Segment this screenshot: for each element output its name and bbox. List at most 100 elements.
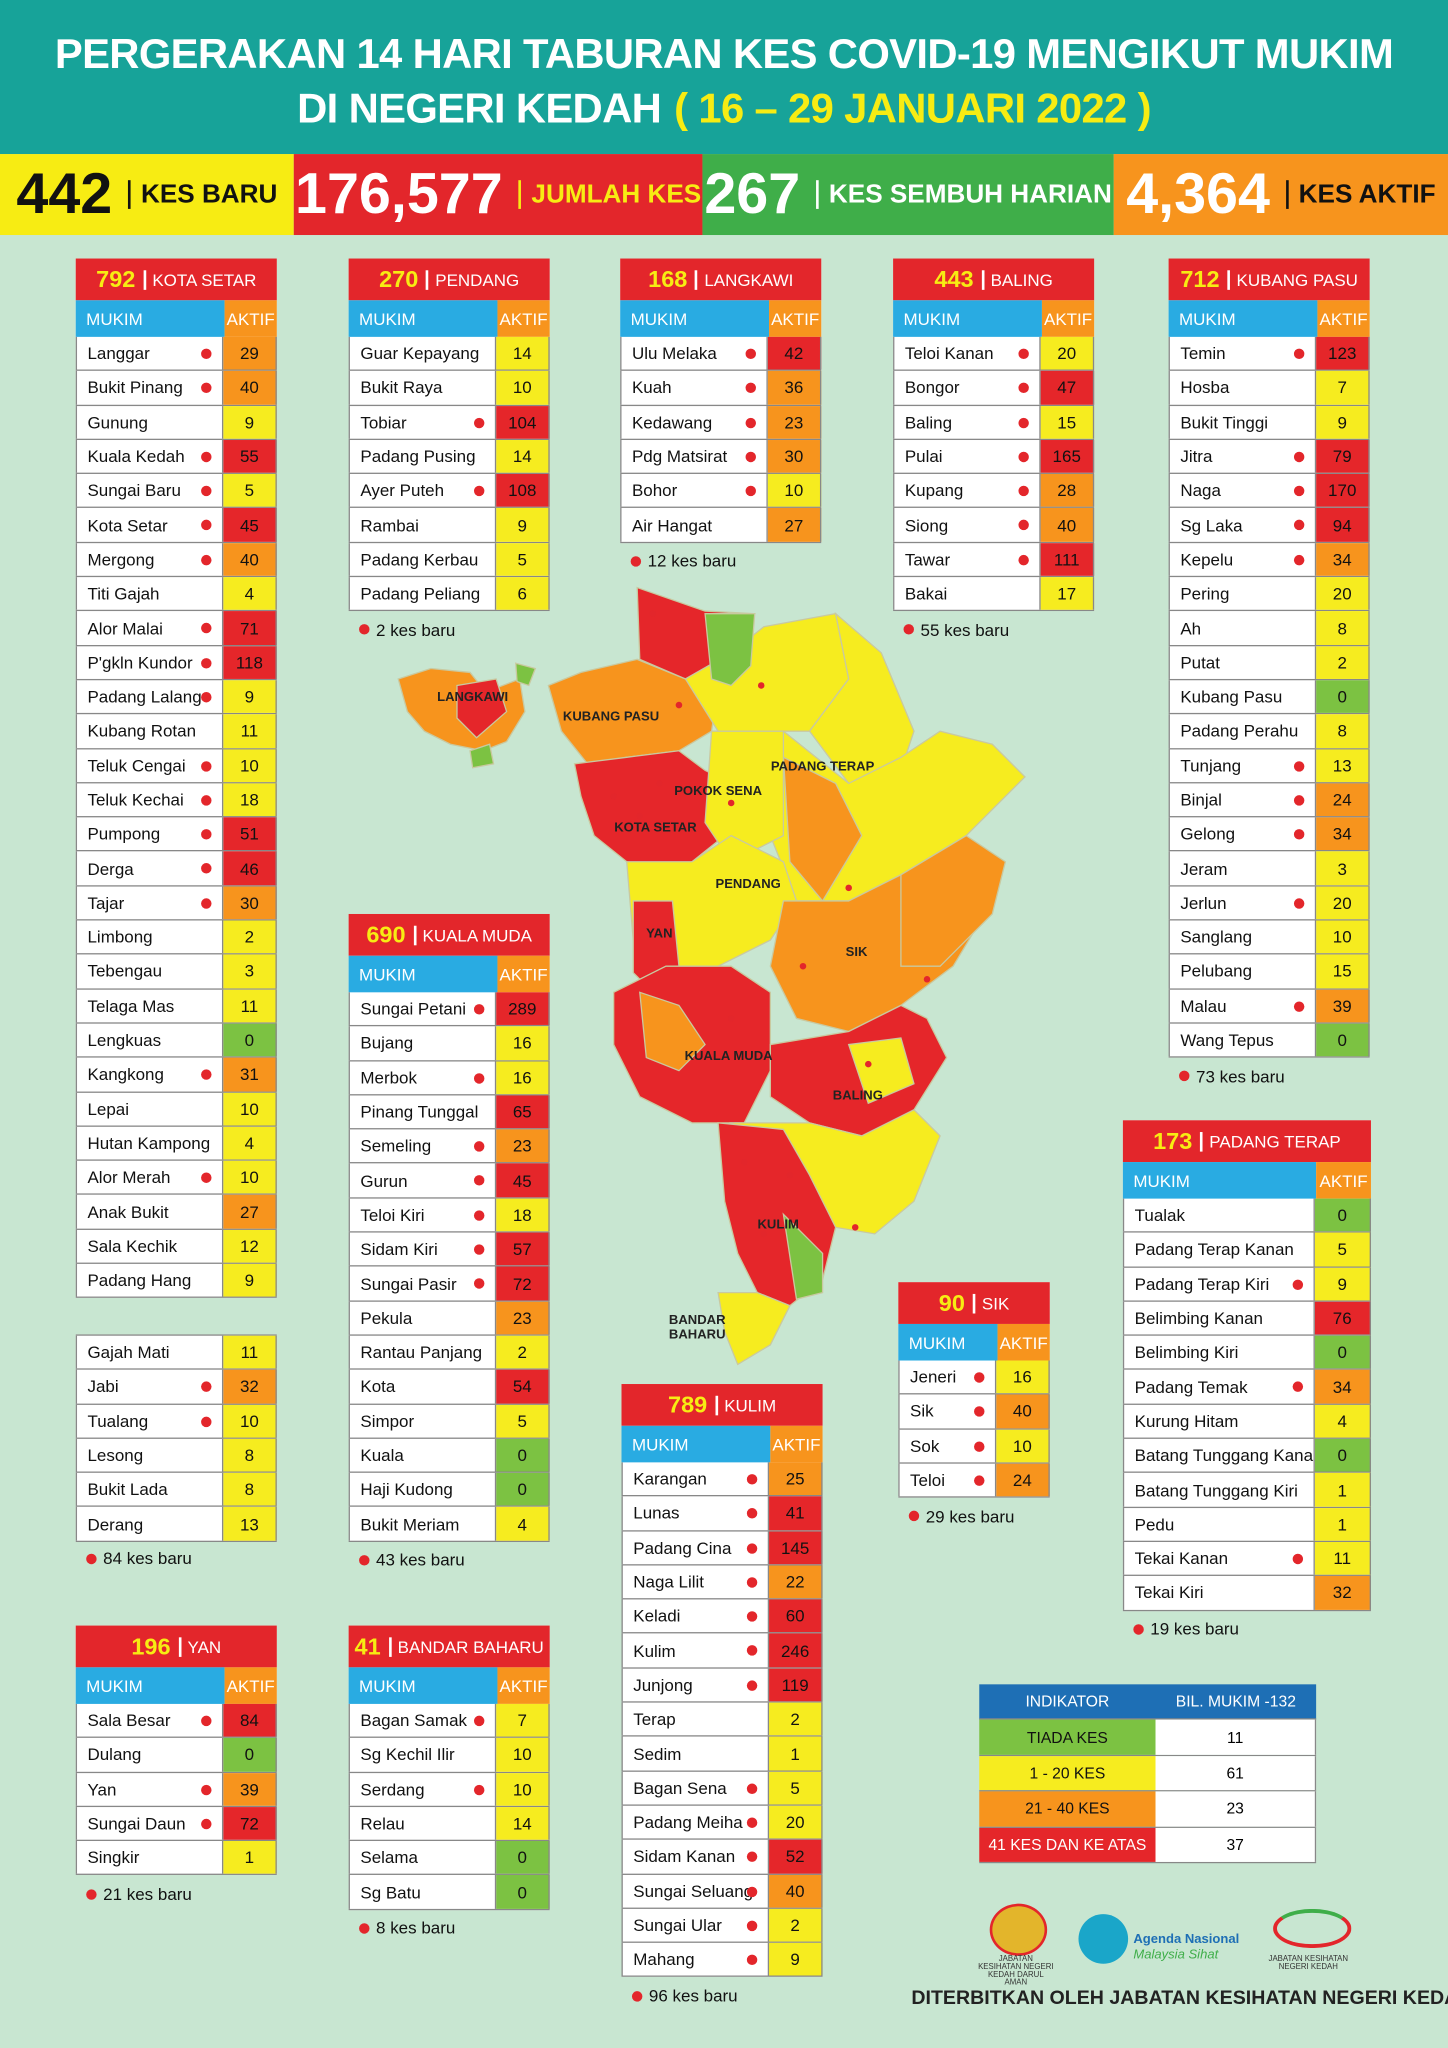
col-aktif: AKTIF (224, 300, 277, 337)
district-title: 270 PENDANG (348, 258, 550, 301)
district-title: 90 SIK (898, 1282, 1050, 1324)
active-count: 31 (223, 1057, 277, 1091)
table-row: Sg Kechil Ilir 10 (348, 1738, 550, 1773)
district-table: 90 SIK MUKIM AKTIF Jeneri 16 Sik 40 Sok 10 Teloi 24 (898, 1282, 1050, 1498)
mukim-name: Pekula (348, 1301, 497, 1335)
table-row: Langgar 29 (75, 336, 277, 372)
mukim-name: Kurung Hitam (1122, 1404, 1315, 1438)
new-case-dot (201, 1069, 212, 1081)
new-case-dot (201, 1172, 212, 1184)
table-row: Teluk Kechai 18 (75, 783, 277, 818)
district-title: 196 YAN (75, 1625, 277, 1668)
indicator-col: INDIKATOR (1025, 1692, 1110, 1711)
active-count: 8 (1316, 714, 1370, 748)
active-count: 40 (223, 371, 277, 405)
mukim-name: Belimbing Kanan (1122, 1301, 1315, 1335)
map-label: PADANG TERAP (770, 759, 875, 775)
table-row: Pumpong 51 (75, 817, 277, 852)
table-row: Baling 15 (893, 405, 1095, 440)
active-count: 5 (1314, 1232, 1371, 1266)
active-count: 20 (1316, 886, 1370, 920)
map-label: PENDANG (715, 877, 781, 892)
table-row: Lepai 10 (75, 1092, 277, 1127)
indicator-label: 41 KES DAN KE ATAS (979, 1827, 1156, 1862)
stat-value: 176,577 (295, 161, 503, 226)
district-name: PENDANG (426, 269, 519, 290)
table-row: Hosba 7 (1168, 371, 1370, 406)
table-row: Bukit Meriam 4 (348, 1507, 550, 1542)
active-count: 10 (223, 1092, 277, 1126)
new-case-dot (1018, 451, 1029, 463)
active-count: 119 (769, 1668, 823, 1702)
mukim-name: Mahang (621, 1943, 770, 1977)
indicator-label: 1 - 20 KES (979, 1755, 1156, 1791)
mukim-name: Sik (898, 1394, 997, 1428)
district-total: 792 (96, 265, 136, 292)
active-count: 2 (1316, 645, 1370, 679)
active-count: 23 (767, 405, 822, 439)
district-table: 270 PENDANG MUKIM AKTIF Guar Kepayang 14 Bukit… (348, 258, 550, 612)
new-case-dot (746, 1474, 758, 1485)
table-row: Jerlun 20 (1168, 886, 1370, 921)
logo-text: JABATAN KESIHATAN NEGERI KEDAH DARUL AMA… (978, 1955, 1054, 1988)
new-case-dot (201, 623, 212, 634)
indicator-table: INDIKATOR BIL. MUKIM -132 TIADA KES 11 1 - 2… (979, 1684, 1317, 1864)
note-dot (903, 624, 914, 636)
active-count: 9 (223, 1263, 277, 1297)
new-case-dot (745, 451, 756, 463)
new-case-dot (746, 1611, 758, 1622)
map-region (704, 613, 756, 687)
mukim-name: Sungai Daun (75, 1806, 224, 1840)
mukim-name: Gelong (1168, 817, 1317, 851)
table-row: Simpor 5 (348, 1404, 550, 1439)
new-case-dot (745, 382, 756, 394)
active-count: 76 (1314, 1301, 1371, 1335)
table-row: Jeram 3 (1168, 851, 1370, 887)
new-case-dot (974, 1372, 985, 1383)
new-case-dot (746, 1577, 758, 1588)
new-case-dot (1293, 451, 1305, 463)
table-row: Tekai Kanan 11 (1122, 1541, 1371, 1577)
table-row: Tualang 10 (75, 1404, 277, 1439)
active-count: 72 (496, 1266, 550, 1301)
table-row: Pedu 1 (1122, 1507, 1371, 1542)
table-row: Ulu Melaka 42 (620, 336, 822, 372)
new-cases-note: 21 kes baru (86, 1883, 192, 1904)
title-dates: ( 16 – 29 JANUARI 2022 ) (674, 84, 1151, 132)
new-case-dot (1018, 417, 1029, 428)
new-case-dot (746, 1783, 758, 1794)
table-row: Karangan 25 (621, 1462, 823, 1497)
new-case-dot (201, 794, 212, 806)
new-case-dot (201, 1715, 212, 1727)
table-row: Wang Tepus 0 (1168, 1023, 1370, 1058)
table-row: Alor Merah 10 (75, 1160, 277, 1196)
active-count: 0 (1314, 1335, 1371, 1369)
new-case-dot (746, 1817, 758, 1828)
active-count: 3 (1316, 851, 1370, 885)
mukim-name: Kepelu (1168, 542, 1317, 576)
table-row: Kuala Kedah 55 (75, 439, 277, 475)
mukim-name: Teloi Kiri (348, 1198, 497, 1232)
table-row: Padang Pusing 14 (348, 439, 550, 475)
active-count: 14 (496, 439, 550, 473)
map-region (456, 678, 508, 739)
active-count: 104 (496, 405, 550, 439)
column-header: MUKIM AKTIF (1122, 1162, 1371, 1199)
col-mukim: MUKIM (620, 300, 770, 337)
table-row: Tawar 111 (893, 542, 1095, 578)
active-count: 14 (496, 336, 550, 370)
active-count: 11 (1314, 1541, 1371, 1575)
district-name: KULIM (715, 1395, 776, 1415)
new-cases-note: 73 kes baru (1179, 1066, 1285, 1087)
table-row: Pdg Matsirat 30 (620, 439, 822, 475)
title-line: PERGERAKAN 14 HARI TABURAN KES COVID-19 … (54, 30, 1394, 78)
new-case-dot (1293, 348, 1305, 360)
active-count: 51 (223, 817, 277, 851)
mukim-name: Hosba (1168, 371, 1317, 405)
col-aktif: AKTIF (1316, 1162, 1371, 1199)
table-row: Kota 54 (348, 1370, 550, 1405)
note-text: 43 kes baru (376, 1550, 465, 1570)
mukim-name: Padang Pusing (348, 439, 497, 473)
table-row: Gajah Mati 11 (75, 1335, 277, 1371)
